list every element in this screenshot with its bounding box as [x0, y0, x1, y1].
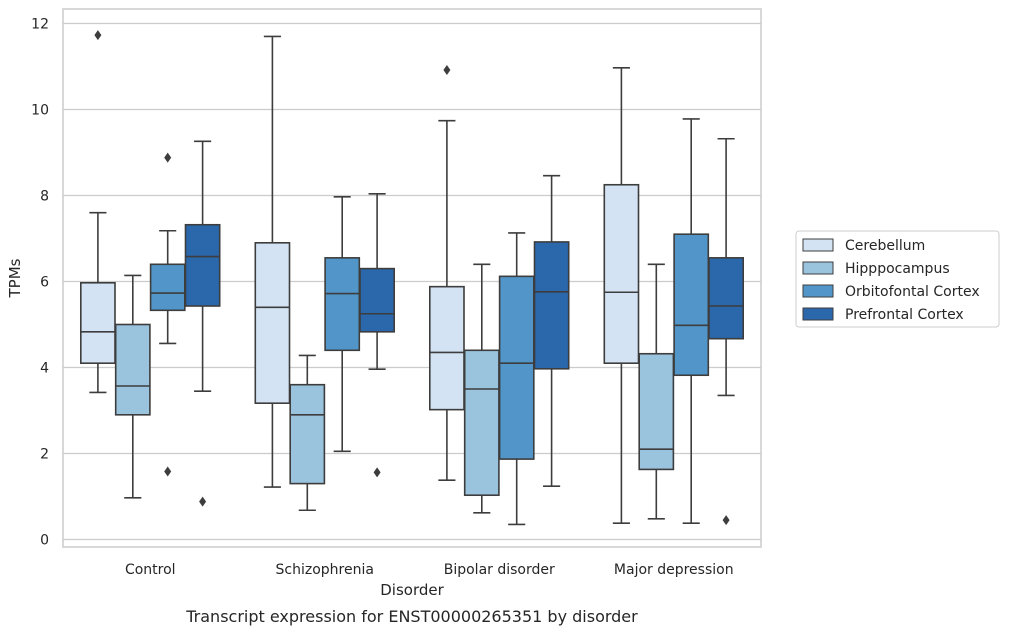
- box-iqr: [289, 383, 326, 485]
- box-iqr: [428, 285, 465, 411]
- chart-caption: Transcript expression for ENST0000026535…: [185, 607, 638, 626]
- legend-frame: [795, 230, 1000, 328]
- outlier-point: [373, 467, 381, 478]
- box-iqr: [638, 352, 675, 471]
- legend-swatch: [802, 307, 834, 321]
- box-group: [324, 195, 361, 453]
- box-iqr: [184, 223, 221, 307]
- y-tick-label: 12: [31, 17, 49, 33]
- box-groups: [79, 30, 745, 526]
- y-tick-label: 10: [31, 103, 49, 119]
- y-tick-label: 4: [40, 361, 49, 377]
- outlier-point: [94, 30, 102, 41]
- box-iqr: [79, 281, 116, 365]
- box-group: [359, 192, 396, 478]
- box-iqr: [533, 241, 570, 370]
- x-axis-title: Disorder: [380, 581, 444, 599]
- outlier-point: [164, 466, 172, 477]
- box-iqr: [673, 233, 710, 377]
- box-group: [114, 274, 151, 499]
- legend-label: Orbitofontal Cortex: [845, 284, 980, 300]
- box-group: [708, 137, 745, 526]
- legend-swatch: [802, 261, 834, 275]
- x-tick-label: Bipolar disorder: [444, 562, 555, 578]
- y-axis-title: TPMs: [6, 258, 24, 298]
- plot-frame: [62, 8, 762, 548]
- box-group: [79, 30, 116, 394]
- box-iqr: [324, 257, 361, 352]
- box-iqr: [114, 323, 151, 416]
- box-group: [184, 140, 221, 507]
- box-iqr: [254, 242, 291, 404]
- box-group: [533, 174, 570, 487]
- box-group: [254, 35, 291, 488]
- box-iqr: [603, 183, 640, 364]
- box-iqr: [149, 263, 186, 312]
- y-tick-labels: 0 2 4 6 8 10 12: [31, 17, 49, 549]
- box-iqr: [708, 257, 745, 340]
- outlier-point: [164, 152, 172, 163]
- box-iqr: [498, 275, 535, 460]
- outlier-point: [443, 64, 451, 75]
- box-iqr: [359, 267, 396, 333]
- x-tick-label: Schizophrenia: [276, 562, 374, 578]
- legend-swatch: [802, 284, 834, 298]
- legend-label: Prefrontal Cortex: [845, 307, 964, 323]
- y-tick-label: 0: [40, 533, 49, 549]
- y-tick-label: 2: [40, 447, 49, 463]
- y-tick-label: 8: [40, 189, 49, 205]
- box-group: [498, 232, 535, 526]
- outlier-point: [199, 496, 207, 507]
- box-iqr: [463, 349, 500, 497]
- outlier-point: [722, 515, 730, 526]
- box-group: [289, 354, 326, 512]
- box-group: [638, 263, 675, 520]
- x-tick-label: Control: [125, 562, 176, 578]
- x-tick-labels: Control Schizophrenia Bipolar disorder Majo…: [125, 562, 734, 578]
- box-group: [603, 66, 640, 524]
- legend-label: Hipppocampus: [845, 261, 950, 277]
- x-tick-label: Major depression: [614, 562, 734, 578]
- legend: Cerebellum Hipppocampus Orbitofontal Corte…: [795, 230, 1000, 328]
- legend-label: Cerebellum: [845, 238, 925, 254]
- box-group: [428, 64, 465, 481]
- legend-swatch: [802, 238, 834, 252]
- box-group: [673, 118, 710, 524]
- y-tick-label: 6: [40, 275, 49, 291]
